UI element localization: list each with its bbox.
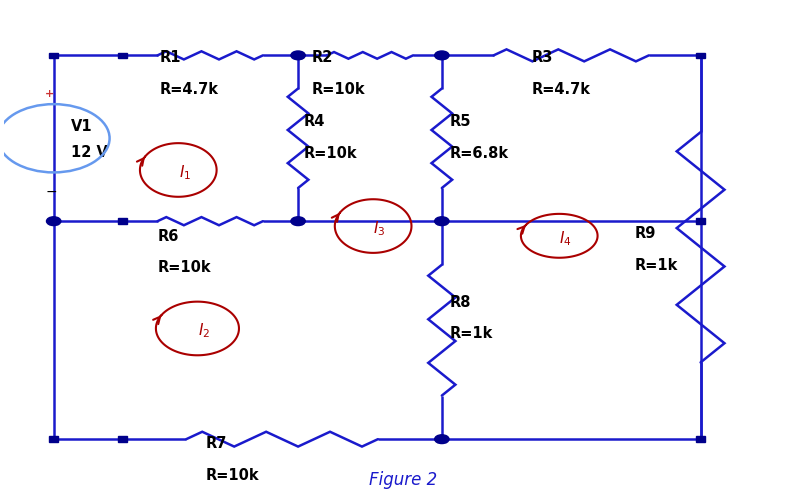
Text: R=4.7k: R=4.7k [160, 82, 219, 97]
Bar [49, 53, 58, 58]
Bar [437, 53, 446, 58]
Text: R8: R8 [449, 295, 471, 310]
Circle shape [435, 51, 449, 60]
Text: R1: R1 [160, 50, 182, 65]
Text: V1: V1 [71, 119, 93, 133]
Bar [294, 53, 303, 58]
Text: R7: R7 [206, 436, 227, 451]
Text: R4: R4 [303, 114, 325, 129]
Bar [49, 219, 58, 224]
Bar [294, 219, 303, 224]
Bar [118, 53, 127, 58]
Text: R=10k: R=10k [303, 146, 358, 161]
Text: Figure 2: Figure 2 [370, 471, 437, 489]
Circle shape [435, 217, 449, 226]
Bar [118, 436, 127, 442]
Bar [49, 436, 58, 442]
Circle shape [291, 51, 305, 60]
Circle shape [291, 217, 305, 226]
Text: −: − [45, 185, 57, 198]
Bar [696, 219, 705, 224]
Text: R=6.8k: R=6.8k [449, 146, 509, 161]
Text: R=10k: R=10k [206, 468, 259, 483]
Bar [437, 219, 446, 224]
Circle shape [47, 217, 61, 226]
Text: $\it{I}_{4}$: $\it{I}_{4}$ [559, 229, 572, 248]
Text: R=10k: R=10k [157, 260, 211, 275]
Text: $\it{I}_{3}$: $\it{I}_{3}$ [374, 219, 386, 238]
Text: $\it{I}_{2}$: $\it{I}_{2}$ [198, 321, 210, 340]
Text: +: + [45, 89, 54, 99]
Bar [437, 436, 446, 442]
Bar [696, 53, 705, 58]
Bar [696, 436, 705, 442]
Text: R6: R6 [157, 229, 179, 244]
Text: R=4.7k: R=4.7k [531, 82, 590, 97]
Text: R9: R9 [635, 226, 656, 241]
Text: R=10k: R=10k [312, 82, 366, 97]
Circle shape [435, 435, 449, 443]
Text: R2: R2 [312, 50, 333, 65]
Text: R3: R3 [531, 50, 553, 65]
Text: $\it{I}_{1}$: $\it{I}_{1}$ [178, 163, 190, 182]
Text: R5: R5 [449, 114, 471, 129]
Text: 12 V: 12 V [71, 145, 108, 160]
Bar [118, 219, 127, 224]
Text: R=1k: R=1k [449, 326, 493, 341]
Text: R=1k: R=1k [635, 258, 679, 273]
